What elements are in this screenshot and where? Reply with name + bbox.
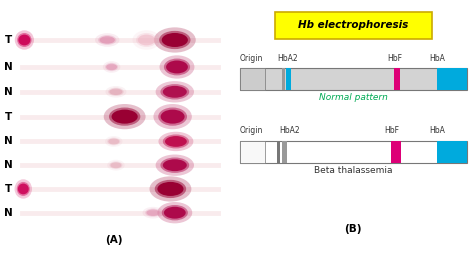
Ellipse shape [109,107,140,126]
Text: N: N [4,136,12,146]
Text: N: N [4,62,12,72]
Ellipse shape [18,183,29,194]
Ellipse shape [138,35,155,45]
Ellipse shape [105,136,122,147]
Ellipse shape [15,30,34,50]
Ellipse shape [100,36,115,44]
Ellipse shape [143,207,164,218]
Text: Origin: Origin [239,54,263,63]
Ellipse shape [136,33,157,47]
Ellipse shape [105,63,118,71]
Ellipse shape [95,33,119,47]
Text: HbF: HbF [387,54,402,63]
Ellipse shape [164,59,190,75]
Ellipse shape [157,202,192,223]
Text: Hb electrophoresis: Hb electrophoresis [298,20,408,30]
Ellipse shape [162,205,188,221]
Text: N: N [4,160,12,170]
Ellipse shape [146,209,160,216]
Text: T: T [4,35,12,45]
Ellipse shape [154,27,196,53]
Ellipse shape [158,107,187,126]
Ellipse shape [160,84,189,99]
Text: Normal pattern: Normal pattern [319,93,388,102]
Ellipse shape [163,134,189,149]
Ellipse shape [108,88,124,96]
Ellipse shape [149,176,191,201]
Bar [239,141,265,163]
Ellipse shape [15,179,32,199]
Bar [391,141,401,163]
Ellipse shape [145,208,161,217]
Ellipse shape [157,182,183,196]
Ellipse shape [163,159,187,171]
Ellipse shape [158,132,193,151]
Ellipse shape [164,207,186,219]
Ellipse shape [110,162,121,168]
Text: (B): (B) [345,224,362,234]
Ellipse shape [106,64,117,70]
Text: T: T [4,184,12,194]
Ellipse shape [107,160,125,171]
Text: HbF: HbF [384,126,400,135]
Ellipse shape [109,161,122,169]
Ellipse shape [161,110,185,124]
Bar [239,141,467,163]
Bar [239,68,467,90]
Ellipse shape [154,104,192,129]
Ellipse shape [106,86,127,98]
Ellipse shape [160,158,189,173]
Text: N: N [4,208,12,218]
Ellipse shape [111,110,138,124]
Ellipse shape [17,33,32,47]
Text: Origin: Origin [239,126,263,135]
Text: (A): (A) [105,235,122,245]
Ellipse shape [162,33,188,47]
Text: Beta thalassemia: Beta thalassemia [314,166,392,175]
Bar [239,68,265,90]
Text: HbA: HbA [429,126,445,135]
Text: HbA2: HbA2 [277,54,298,63]
Bar [437,141,467,163]
Ellipse shape [107,137,120,145]
Ellipse shape [133,30,160,50]
Bar [282,141,287,163]
Text: T: T [4,112,12,122]
Text: HbA2: HbA2 [279,126,300,135]
Ellipse shape [166,60,188,74]
FancyBboxPatch shape [274,12,432,39]
Ellipse shape [165,136,187,147]
Text: N: N [4,87,12,97]
Ellipse shape [103,61,120,73]
Text: HbA: HbA [429,54,445,63]
Ellipse shape [109,89,122,95]
Ellipse shape [159,31,191,49]
Ellipse shape [163,86,187,98]
Ellipse shape [98,35,117,45]
Ellipse shape [108,139,119,144]
Bar [286,68,291,90]
Bar [282,68,285,90]
Bar [277,141,280,163]
Ellipse shape [155,81,194,103]
Ellipse shape [155,154,194,176]
Ellipse shape [18,35,30,45]
Bar [437,68,467,90]
Ellipse shape [155,180,186,198]
Bar [394,68,400,90]
Ellipse shape [104,104,146,129]
Ellipse shape [160,55,194,79]
Ellipse shape [17,182,30,196]
